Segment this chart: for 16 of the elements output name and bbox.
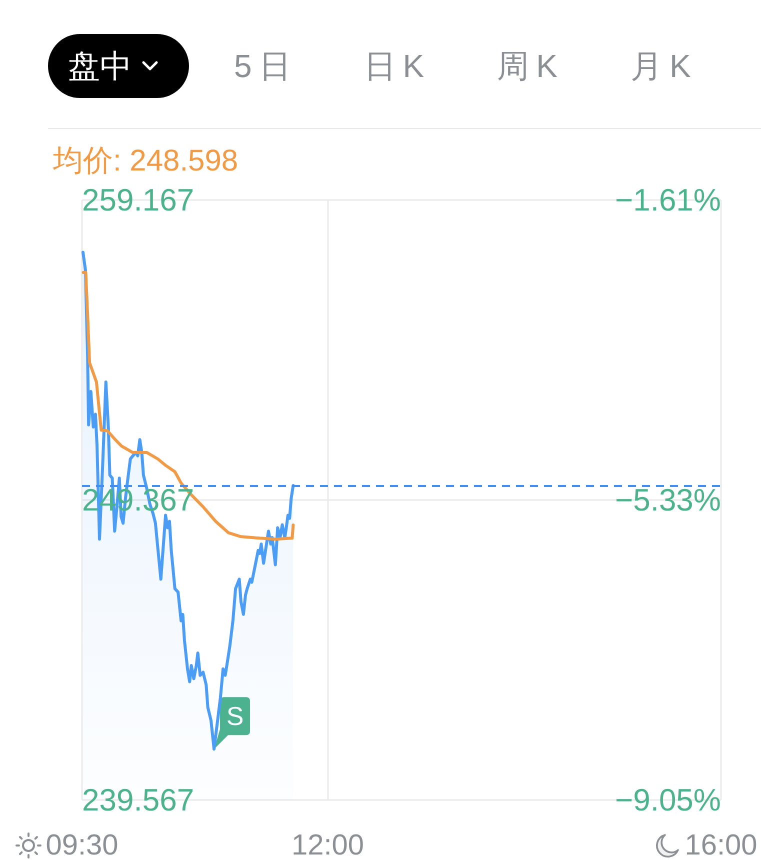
y-tick-label: 259.167 bbox=[82, 182, 194, 218]
line-series bbox=[82, 270, 295, 541]
y2-tick-label: −9.05% bbox=[614, 782, 721, 818]
text: 周K bbox=[497, 48, 564, 84]
y2-tick-label: −1.61% bbox=[614, 182, 721, 218]
text: 日K bbox=[364, 48, 432, 84]
dropdown-button: 盘中 bbox=[48, 34, 189, 98]
x-tick-label: 16:00 bbox=[684, 830, 758, 862]
text: 均价: 248.598 bbox=[52, 144, 238, 178]
text: 5日 bbox=[234, 48, 298, 84]
annotation: S bbox=[226, 701, 244, 732]
y-tick-label: 239.567 bbox=[82, 782, 194, 818]
x-tick-label: 09:30 bbox=[46, 830, 118, 862]
y2-tick-label: −5.33% bbox=[614, 482, 721, 518]
x-tick-label: 12:00 bbox=[291, 830, 364, 862]
text: 月K bbox=[630, 48, 698, 84]
